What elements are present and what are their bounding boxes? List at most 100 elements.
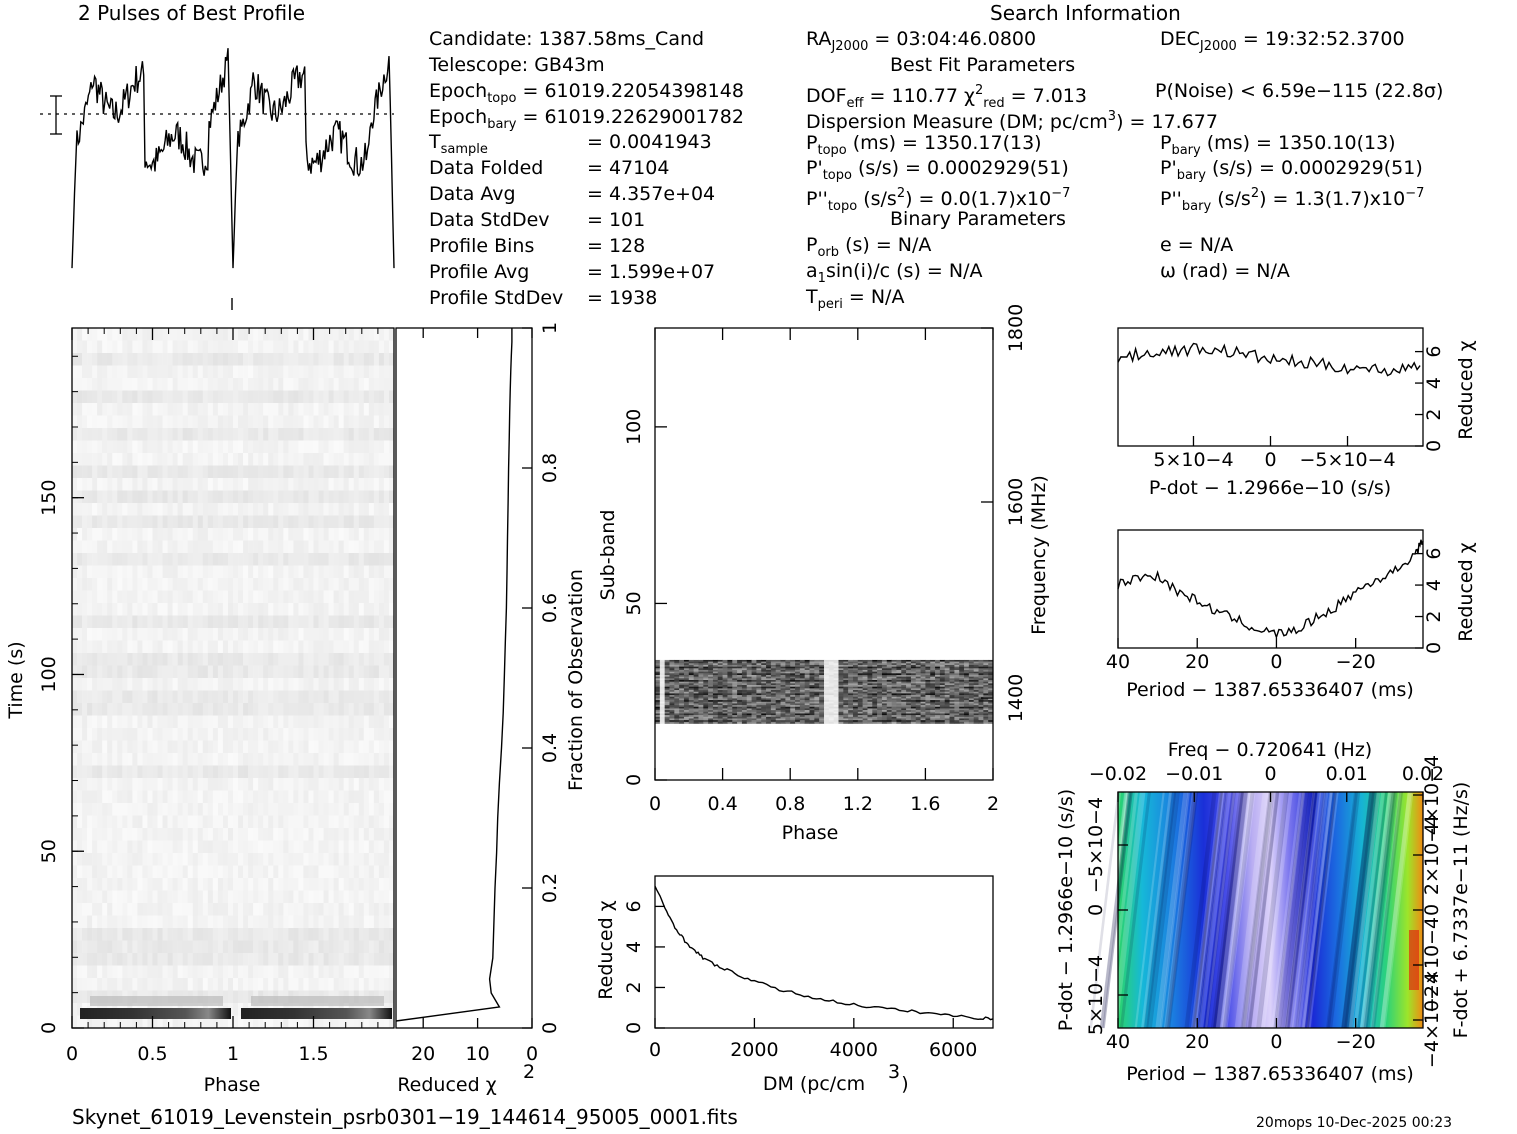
timephase-cell xyxy=(283,753,288,766)
timephase-cell xyxy=(324,366,329,379)
timephase-cell xyxy=(319,791,324,804)
timephase-cell xyxy=(117,916,122,929)
timephase-cell xyxy=(243,916,248,929)
timephase-cell xyxy=(364,503,369,516)
timephase-cell xyxy=(107,903,112,916)
timephase-cell xyxy=(288,428,293,441)
timephase-cell xyxy=(223,441,228,454)
timephase-cell xyxy=(218,353,223,366)
timephase-cell xyxy=(303,891,308,904)
timephase-cell xyxy=(112,653,117,666)
timephase-cell xyxy=(193,578,198,591)
timephase-cell xyxy=(233,466,238,479)
timephase-cell xyxy=(268,578,273,591)
timephase-cell xyxy=(107,328,112,341)
timephase-cell xyxy=(339,741,344,754)
timephase-cell xyxy=(258,666,263,679)
timephase-cell xyxy=(344,978,349,991)
timephase-cell xyxy=(158,841,163,854)
timephase-cell xyxy=(298,403,303,416)
timephase-cell xyxy=(92,403,97,416)
timephase-cell xyxy=(198,478,203,491)
timephase-cell xyxy=(173,841,178,854)
timephase-cell xyxy=(193,916,198,929)
timephase-cell xyxy=(384,991,389,1004)
timephase-cell xyxy=(349,391,354,404)
timephase-cell xyxy=(374,453,379,466)
timephase-cell xyxy=(72,853,77,866)
timephase-cell xyxy=(72,716,77,729)
timephase-cell xyxy=(298,391,303,404)
timephase-cell xyxy=(354,441,359,454)
timephase-cell xyxy=(87,341,92,354)
timephase-cell xyxy=(248,378,253,391)
timephase-cell xyxy=(253,366,258,379)
timephase-cell xyxy=(92,978,97,991)
timephase-cell xyxy=(147,766,152,779)
timephase-cell xyxy=(137,441,142,454)
timephase-cell xyxy=(72,966,77,979)
timephase-cell xyxy=(183,628,188,641)
timephase-cell xyxy=(248,903,253,916)
timephase-cell xyxy=(132,616,137,629)
timephase-cell xyxy=(233,991,238,1004)
timephase-cell xyxy=(137,691,142,704)
timephase-cell xyxy=(268,978,273,991)
timephase-cell xyxy=(87,953,92,966)
timephase-cell xyxy=(97,328,102,341)
timephase-cell xyxy=(87,941,92,954)
timephase-cell xyxy=(258,428,263,441)
timephase-cell xyxy=(163,928,168,941)
timephase-cell xyxy=(72,478,77,491)
timephase-cell xyxy=(223,578,228,591)
timephase-cell xyxy=(238,866,243,879)
timephase-cell xyxy=(183,803,188,816)
timephase-cell xyxy=(193,866,198,879)
timephase-cell xyxy=(142,816,147,829)
timephase-cell xyxy=(208,603,213,616)
timephase-cell xyxy=(168,528,173,541)
timephase-cell xyxy=(132,978,137,991)
timephase-cell xyxy=(233,553,238,566)
timephase-cell xyxy=(82,328,87,341)
profile-line xyxy=(72,48,394,268)
timephase-cell xyxy=(147,728,152,741)
timephase-cell xyxy=(188,616,193,629)
timephase-cell xyxy=(102,391,107,404)
timephase-cell xyxy=(238,778,243,791)
timephase-cell xyxy=(122,403,127,416)
timephase-cell xyxy=(354,553,359,566)
timephase-cell xyxy=(112,453,117,466)
timephase-cell xyxy=(158,966,163,979)
timephase-cell xyxy=(379,728,384,741)
timephase-cell xyxy=(329,666,334,679)
timephase-cell xyxy=(112,641,117,654)
timephase-cell xyxy=(369,541,374,554)
timephase-cell xyxy=(379,416,384,429)
timephase-cell xyxy=(178,603,183,616)
timephase-cell xyxy=(198,728,203,741)
timephase-cell xyxy=(303,341,308,354)
timephase-cell xyxy=(82,491,87,504)
timephase-cell xyxy=(379,591,384,604)
timephase-cell xyxy=(117,553,122,566)
timephase-cell xyxy=(87,703,92,716)
timephase-cell xyxy=(168,616,173,629)
timephase-cell xyxy=(208,691,213,704)
timephase-cell xyxy=(374,966,379,979)
timephase-cell xyxy=(293,753,298,766)
timephase-cell xyxy=(339,903,344,916)
timephase-cell xyxy=(77,816,82,829)
timephase-cell xyxy=(258,453,263,466)
timephase-cell xyxy=(208,803,213,816)
timephase-cell xyxy=(273,716,278,729)
timephase-cell xyxy=(137,353,142,366)
timephase-cell xyxy=(142,478,147,491)
timephase-cell xyxy=(288,366,293,379)
timephase-cell xyxy=(354,453,359,466)
timephase-cell xyxy=(329,453,334,466)
timephase-cell xyxy=(208,428,213,441)
timephase-cell xyxy=(92,803,97,816)
timephase-cell xyxy=(283,828,288,841)
timephase-cell xyxy=(183,603,188,616)
